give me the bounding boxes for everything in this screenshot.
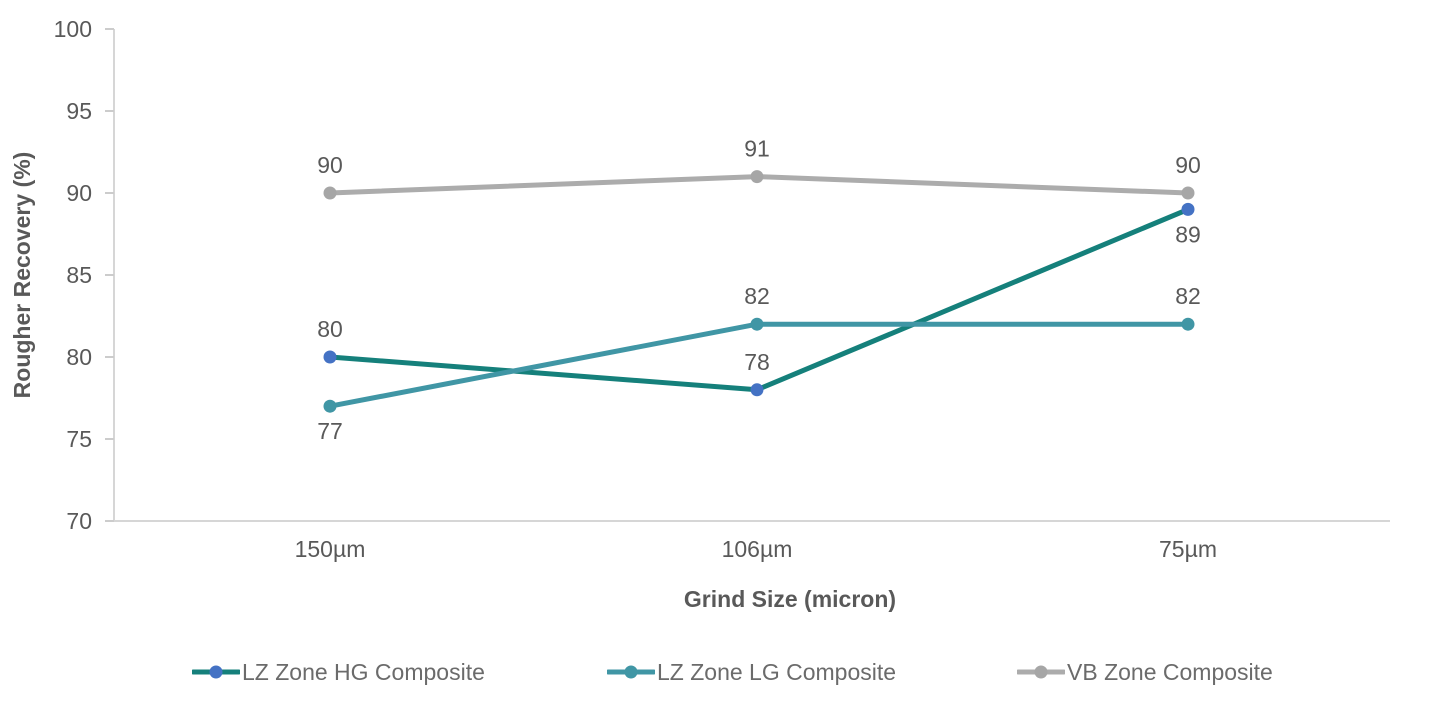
data-point-marker: [323, 186, 337, 200]
data-label: 82: [1175, 283, 1201, 309]
chart-legend: LZ Zone HG Composite LZ Zone LG Composit…: [0, 650, 1433, 700]
data-point-marker: [1181, 186, 1195, 200]
y-tick-label: 90: [66, 180, 92, 206]
x-axis-title: Grind Size (micron): [684, 586, 896, 612]
legend-line-dot-icon: [192, 665, 240, 679]
series-lz-zone-hg-composite: [323, 202, 1195, 397]
data-labels-layer: 80 78 89 77 82 82 90 91 90: [317, 136, 1201, 445]
series-lz-zone-lg-composite: [323, 317, 1195, 413]
x-tick-label: 75µm: [1159, 536, 1217, 562]
series-layer: [323, 170, 1195, 413]
legend-item-lz-zone-hg-composite: LZ Zone HG Composite: [192, 650, 485, 694]
data-label: 90: [317, 152, 343, 178]
x-tick-label: 150µm: [295, 536, 366, 562]
data-label: 77: [317, 418, 343, 444]
data-label: 89: [1175, 221, 1201, 247]
axes-layer: 70 75 80 85 90 95 100 150µm 106µm 75µm: [54, 16, 1390, 562]
data-label: 80: [317, 316, 343, 342]
legend-item-vb-zone-composite: VB Zone Composite: [1017, 650, 1273, 694]
x-tick-label: 106µm: [722, 536, 793, 562]
chart-plot-area: Rougher Recovery (%) Grind Size (micron)…: [9, 16, 1390, 612]
data-label: 91: [744, 136, 770, 162]
y-axis-title: Rougher Recovery (%): [9, 152, 35, 399]
y-tick-label: 70: [66, 508, 92, 534]
y-tick-label: 80: [66, 344, 92, 370]
legend-line-dot-icon: [607, 665, 655, 679]
legend-item-lz-zone-lg-composite: LZ Zone LG Composite: [607, 650, 896, 694]
legend-line-dot-icon: [1017, 665, 1065, 679]
legend-label: LZ Zone HG Composite: [242, 658, 485, 685]
data-point-marker: [750, 317, 764, 331]
y-tick-label: 75: [66, 426, 92, 452]
data-label: 78: [744, 349, 770, 375]
y-tick-label: 100: [54, 16, 92, 42]
data-point-marker: [323, 350, 337, 364]
series-vb-zone-composite: [323, 170, 1195, 200]
data-label: 90: [1175, 152, 1201, 178]
data-point-marker: [750, 383, 764, 397]
data-label: 82: [744, 283, 770, 309]
legend-label: LZ Zone LG Composite: [657, 658, 897, 685]
y-tick-label: 95: [66, 98, 92, 124]
data-point-marker: [1181, 202, 1195, 216]
y-tick-label: 85: [66, 262, 92, 288]
data-point-marker: [1181, 317, 1195, 331]
legend-label: VB Zone Composite: [1067, 658, 1273, 685]
data-point-marker: [750, 170, 764, 184]
data-point-marker: [323, 399, 337, 413]
